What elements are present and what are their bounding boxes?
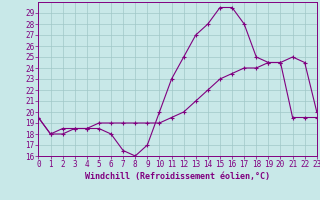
X-axis label: Windchill (Refroidissement éolien,°C): Windchill (Refroidissement éolien,°C) [85,172,270,181]
